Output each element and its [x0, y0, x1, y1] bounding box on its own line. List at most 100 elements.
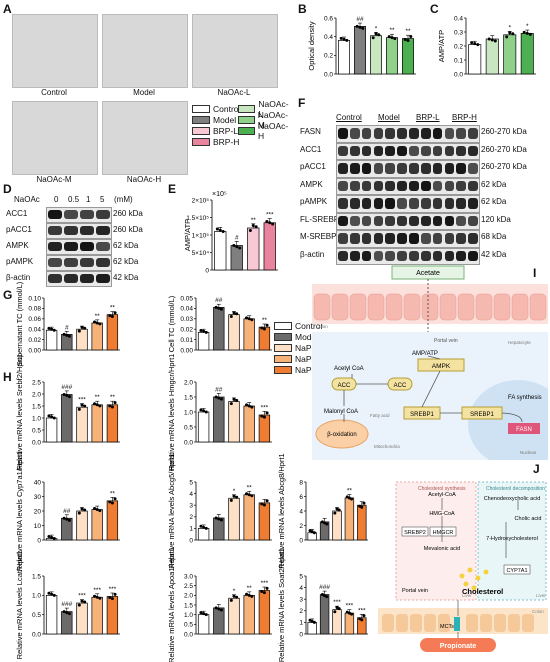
data-point — [229, 598, 233, 602]
schem-i-fa-synth: FA synthesis — [508, 395, 542, 401]
blot-f-band — [385, 233, 396, 244]
data-point — [217, 517, 221, 521]
y-axis-label: AMP/ATP — [437, 30, 446, 62]
blot-f-band — [420, 128, 431, 139]
data-point — [50, 592, 54, 596]
schem-j-hmg-coa: HMG-CoA — [429, 511, 455, 517]
blot-f-band — [468, 128, 478, 139]
y-tick-label: 0.02 — [180, 327, 193, 334]
y-tick-label: 1.5 — [184, 602, 193, 609]
blot-f-band — [420, 163, 431, 174]
data-point — [110, 501, 114, 505]
micrograph-label-naoac-h: NaOAc-H — [126, 175, 162, 184]
blot-d-band-name: pACC1 — [6, 225, 32, 234]
data-point — [50, 327, 54, 331]
blot-f-band-strip — [336, 142, 480, 160]
significance-mark: * — [233, 588, 236, 595]
schem-i-acc-p: ACC — [394, 383, 407, 389]
data-point — [204, 526, 208, 530]
chart-c: 0.0 0.1 0.2 0.3 0.4 AMP/ATP * * — [437, 15, 536, 78]
data-point — [260, 326, 264, 330]
bar — [106, 314, 119, 351]
significance-mark: * — [508, 24, 511, 31]
data-point — [93, 320, 97, 324]
data-point — [98, 596, 102, 600]
y-tick-label: 1 — [299, 620, 303, 627]
blot-f-band — [349, 128, 360, 139]
chart-soat2: 0 1 2 3 4 5 Relative mRNA levels Soat2/Hprt1 ##… — [277, 548, 368, 662]
y-axis-label: Supernatant TC (mmol/L) — [15, 281, 24, 366]
y-tick-label: 2×10⁵ — [192, 197, 210, 204]
significance-mark: ** — [95, 394, 101, 401]
bar — [386, 37, 398, 75]
blot-f-band — [385, 215, 396, 226]
data-point — [308, 529, 312, 533]
data-point — [323, 521, 327, 525]
panel-letter-a: A — [3, 2, 12, 16]
data-point — [511, 32, 515, 36]
blot-f-band — [468, 215, 478, 226]
significance-mark: ** — [389, 27, 395, 34]
blot-f-band — [420, 180, 431, 191]
data-point — [265, 411, 269, 415]
data-point — [52, 537, 56, 541]
blot-d-band — [80, 258, 94, 267]
significance-mark: # — [65, 324, 69, 331]
blot-f-band — [444, 180, 455, 191]
data-point — [262, 591, 266, 595]
bar — [61, 611, 73, 635]
data-point — [260, 502, 264, 506]
data-point — [325, 522, 329, 526]
micrograph-naoac-l — [192, 14, 278, 88]
data-point — [528, 32, 532, 36]
data-point — [333, 511, 337, 515]
data-point — [320, 593, 324, 597]
blot-f-band-kda: 260-270 kDa — [481, 144, 527, 154]
blot-f-band-name: AMPK — [300, 179, 323, 189]
bar — [197, 331, 210, 351]
bar — [76, 328, 88, 351]
data-point — [204, 410, 208, 414]
data-point — [361, 26, 365, 30]
blot-f-band-kda: 62 kDa — [481, 179, 507, 189]
data-point — [113, 497, 117, 501]
data-point — [245, 316, 249, 320]
blot-f-band — [409, 233, 419, 244]
y-tick-label: 0.00 — [28, 347, 41, 354]
bar — [258, 414, 271, 443]
chart-srebf2: 0.0 0.5 1.0 1.5 2.0 2.5 Relative mRNA levels S… — [15, 354, 120, 470]
data-point — [335, 606, 339, 610]
y-tick-label: 30 — [34, 494, 42, 501]
bar — [357, 617, 367, 635]
blot-f-band — [444, 163, 455, 174]
panel-letter-c: C — [430, 2, 439, 16]
data-point — [204, 330, 208, 334]
blot-f-band — [444, 198, 455, 209]
data-point — [238, 246, 242, 250]
blot-f-band — [397, 198, 407, 209]
y-tick-label: 1.5×10⁵ — [186, 215, 209, 222]
significance-mark: ## — [215, 386, 223, 393]
blot-f-band-name: M-SREBP1 — [300, 232, 341, 241]
y-tick-label: 5 — [299, 573, 303, 580]
data-point — [345, 38, 349, 42]
significance-mark: ## — [63, 508, 71, 515]
blot-f-band — [432, 250, 443, 261]
data-point — [262, 415, 266, 419]
bar — [230, 245, 243, 271]
significance-mark: * — [233, 488, 236, 495]
data-point — [199, 611, 203, 615]
data-point — [358, 617, 362, 621]
blot-f-band — [385, 145, 396, 156]
y-tick-label: 0.00 — [180, 347, 193, 354]
blot-f-group-control: Control — [336, 113, 362, 122]
blot-f-band — [349, 250, 360, 261]
y-tick-label: 2.0 — [184, 593, 193, 600]
significance-mark: *** — [358, 607, 366, 614]
bar — [243, 318, 255, 351]
schem-j-liver1: Liver — [462, 593, 472, 598]
data-point — [470, 41, 474, 45]
blot-f-band — [373, 233, 384, 244]
bar — [214, 231, 227, 271]
data-point — [260, 590, 264, 594]
